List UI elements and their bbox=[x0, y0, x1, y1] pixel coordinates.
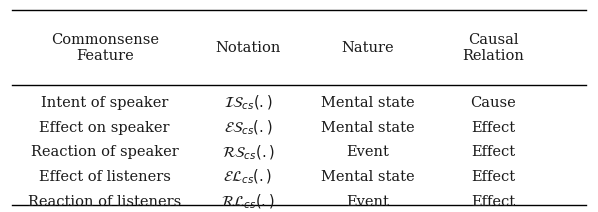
Text: $\mathcal{IS}_{cs}(.)$: $\mathcal{IS}_{cs}(.)$ bbox=[224, 94, 273, 112]
Text: $\mathcal{ES}_{cs}(.)$: $\mathcal{ES}_{cs}(.)$ bbox=[224, 119, 273, 137]
Text: Effect on speaker: Effect on speaker bbox=[39, 121, 170, 135]
Text: $\mathcal{RL}_{cs}(.)$: $\mathcal{RL}_{cs}(.)$ bbox=[221, 193, 275, 211]
Text: $\mathcal{RS}_{cs}(.)$: $\mathcal{RS}_{cs}(.)$ bbox=[222, 143, 274, 162]
Text: Commonsense
Feature: Commonsense Feature bbox=[51, 33, 158, 63]
Text: Mental state: Mental state bbox=[321, 170, 414, 184]
Text: Notation: Notation bbox=[215, 41, 281, 55]
Text: Reaction of listeners: Reaction of listeners bbox=[28, 195, 181, 209]
Text: Effect: Effect bbox=[471, 195, 515, 209]
Text: Event: Event bbox=[346, 195, 389, 209]
Text: Cause: Cause bbox=[471, 96, 516, 110]
Text: Mental state: Mental state bbox=[321, 121, 414, 135]
Text: Intent of speaker: Intent of speaker bbox=[41, 96, 169, 110]
Text: Reaction of speaker: Reaction of speaker bbox=[30, 145, 179, 159]
Text: Effect of listeners: Effect of listeners bbox=[39, 170, 170, 184]
Text: Effect: Effect bbox=[471, 145, 515, 159]
Text: Mental state: Mental state bbox=[321, 96, 414, 110]
Text: $\mathcal{EL}_{cs}(.)$: $\mathcal{EL}_{cs}(.)$ bbox=[224, 168, 273, 186]
Text: Effect: Effect bbox=[471, 170, 515, 184]
Text: Effect: Effect bbox=[471, 121, 515, 135]
Text: Nature: Nature bbox=[341, 41, 394, 55]
Text: Causal
Relation: Causal Relation bbox=[462, 33, 524, 63]
Text: Event: Event bbox=[346, 145, 389, 159]
